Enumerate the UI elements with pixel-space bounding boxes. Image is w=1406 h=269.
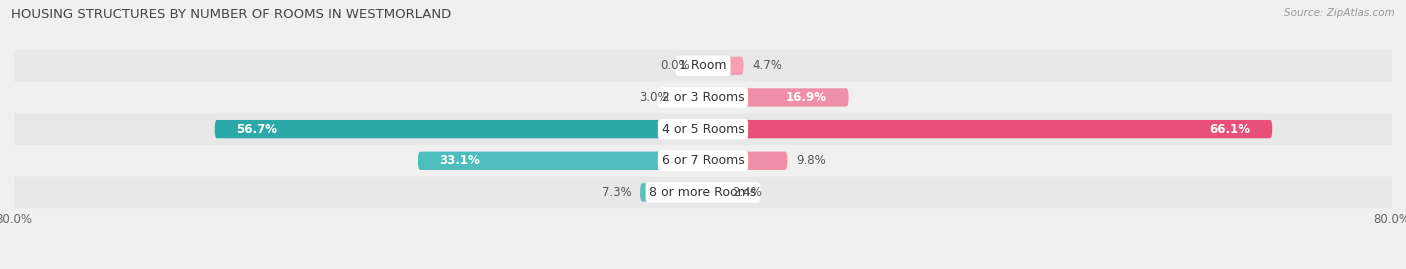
Text: 1 Room: 1 Room: [679, 59, 727, 72]
Text: 3.0%: 3.0%: [638, 91, 669, 104]
Text: 16.9%: 16.9%: [786, 91, 827, 104]
FancyBboxPatch shape: [14, 176, 1392, 208]
Text: 33.1%: 33.1%: [440, 154, 481, 167]
FancyBboxPatch shape: [14, 50, 1392, 82]
Text: 9.8%: 9.8%: [796, 154, 825, 167]
Legend: Owner-occupied, Renter-occupied: Owner-occupied, Renter-occupied: [579, 266, 827, 269]
FancyBboxPatch shape: [215, 120, 703, 138]
FancyBboxPatch shape: [703, 183, 724, 201]
Text: 6 or 7 Rooms: 6 or 7 Rooms: [662, 154, 744, 167]
Text: 66.1%: 66.1%: [1209, 123, 1251, 136]
FancyBboxPatch shape: [678, 88, 703, 107]
FancyBboxPatch shape: [14, 145, 1392, 176]
Text: 8 or more Rooms: 8 or more Rooms: [650, 186, 756, 199]
Text: 7.3%: 7.3%: [602, 186, 631, 199]
FancyBboxPatch shape: [418, 152, 703, 170]
FancyBboxPatch shape: [703, 152, 787, 170]
Text: 4.7%: 4.7%: [752, 59, 782, 72]
FancyBboxPatch shape: [703, 57, 744, 75]
FancyBboxPatch shape: [14, 113, 1392, 145]
FancyBboxPatch shape: [703, 88, 849, 107]
FancyBboxPatch shape: [640, 183, 703, 201]
Text: 56.7%: 56.7%: [236, 123, 277, 136]
FancyBboxPatch shape: [14, 82, 1392, 113]
Text: Source: ZipAtlas.com: Source: ZipAtlas.com: [1284, 8, 1395, 18]
FancyBboxPatch shape: [703, 120, 1272, 138]
Text: 0.0%: 0.0%: [661, 59, 690, 72]
Text: HOUSING STRUCTURES BY NUMBER OF ROOMS IN WESTMORLAND: HOUSING STRUCTURES BY NUMBER OF ROOMS IN…: [11, 8, 451, 21]
Text: 2 or 3 Rooms: 2 or 3 Rooms: [662, 91, 744, 104]
Text: 2.4%: 2.4%: [733, 186, 762, 199]
Text: 4 or 5 Rooms: 4 or 5 Rooms: [662, 123, 744, 136]
